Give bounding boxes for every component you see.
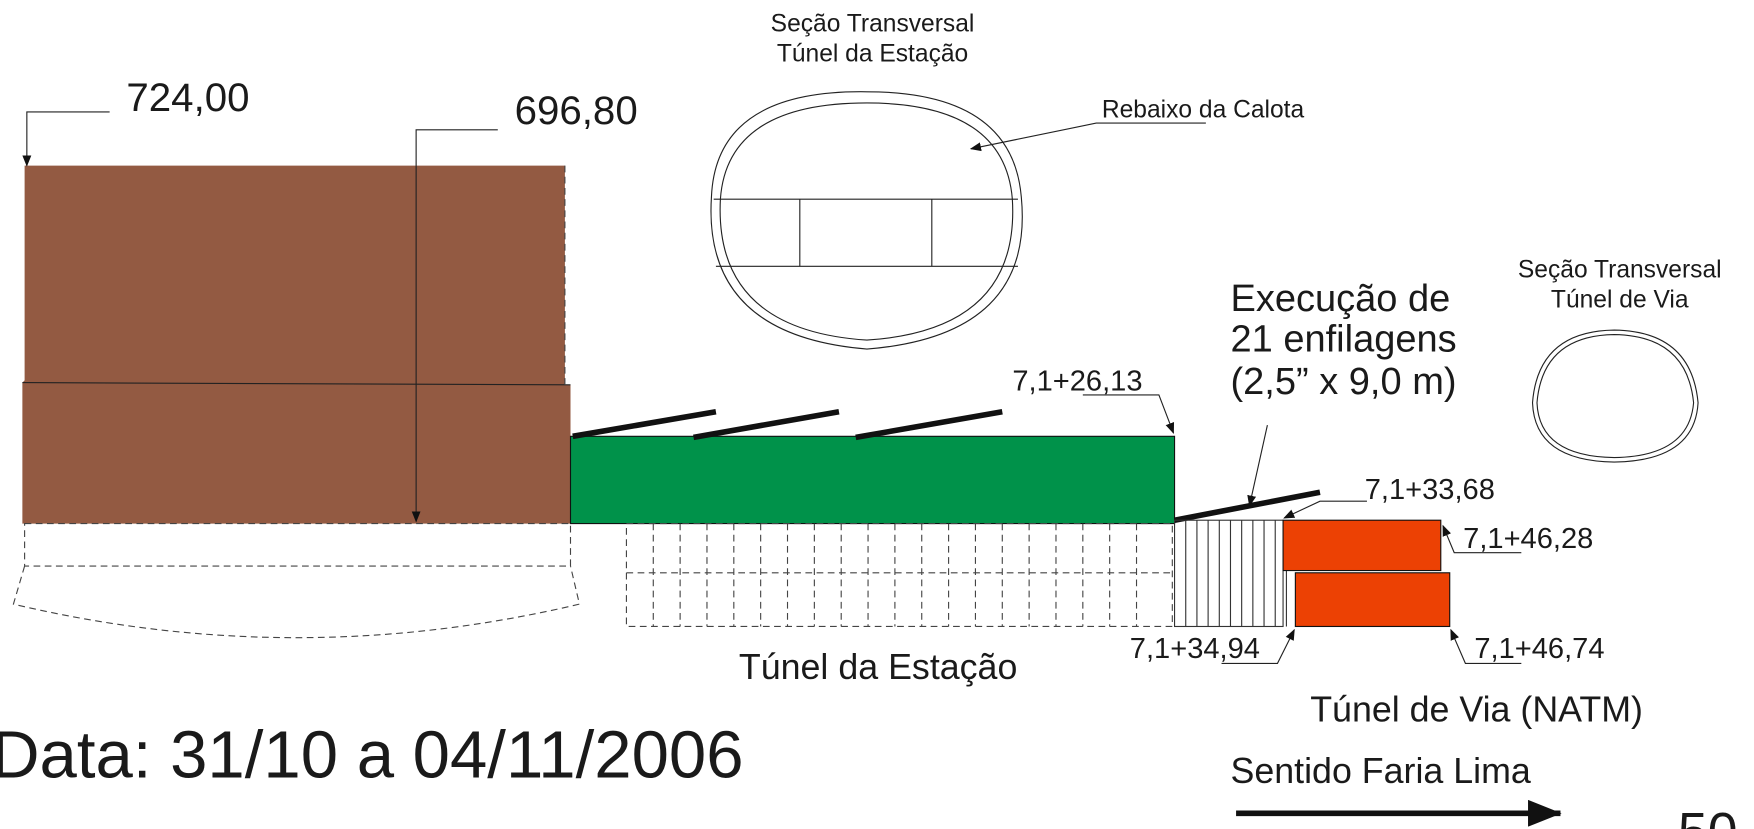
section-title: Túnel da Estação: [777, 41, 968, 68]
station: 7,1+46,74: [1474, 633, 1604, 665]
hatch: [1173, 519, 1287, 628]
forepole: [572, 408, 717, 440]
label: Túnel de Via (NATM): [1310, 690, 1643, 730]
station-tunnel: [569, 435, 1176, 525]
dashed-grid: [625, 523, 1173, 628]
track-cross-section: [1531, 329, 1699, 463]
soil-block: [22, 165, 571, 524]
page-number: 50: [1678, 802, 1738, 829]
section-title: Seção Transversal: [1518, 256, 1722, 283]
date: Data: 31/10 a 04/11/2006: [0, 717, 744, 792]
execution-note: Execução de: [1230, 278, 1450, 320]
note: Rebaixo da Calota: [1102, 97, 1305, 124]
forepole: [1174, 489, 1321, 523]
track-tunnel-top: [1282, 519, 1442, 572]
execution-note: (2,5” x 9,0 m): [1230, 361, 1456, 403]
station: 7,1+34,94: [1130, 633, 1260, 665]
dashed-invert: [12, 565, 581, 639]
label: Sentido Faria Lima: [1230, 751, 1530, 791]
station: 7,1+33,68: [1365, 474, 1495, 506]
track-tunnel-bottom: [1294, 572, 1451, 628]
layer-line: [22, 382, 571, 386]
label: Túnel da Estação: [739, 647, 1017, 687]
elevation: 724,00: [126, 75, 249, 120]
forepole: [693, 408, 840, 441]
elevation: 696,80: [515, 88, 638, 133]
leader-lines: [22, 111, 1522, 664]
dashed-excavation: [24, 523, 572, 567]
station-cross-section: [710, 91, 1023, 350]
execution-note: 21 enfilagens: [1230, 318, 1456, 360]
station: 7,1+26,13: [1012, 365, 1142, 397]
section-title: Seção Transversal: [771, 10, 975, 37]
section-title: Túnel de Via: [1551, 287, 1689, 314]
forepole: [855, 408, 1003, 441]
station: 7,1+46,28: [1463, 523, 1593, 555]
